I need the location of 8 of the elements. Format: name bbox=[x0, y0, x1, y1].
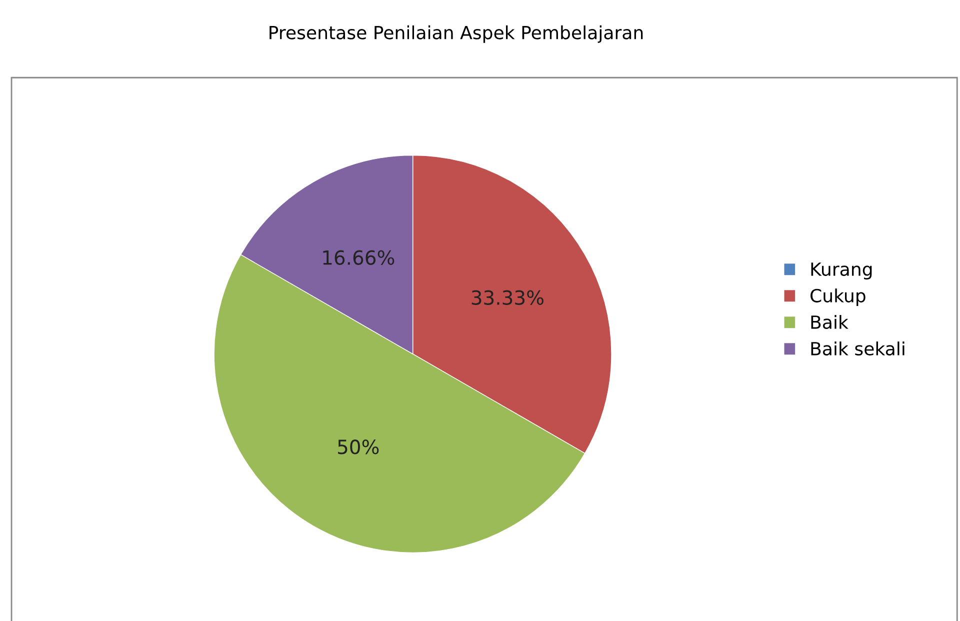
data-label: 33.33% bbox=[472, 290, 544, 305]
data-label: 50% bbox=[338, 440, 379, 454]
legend-label: Baik sekali bbox=[811, 342, 904, 356]
data-label: 16.66% bbox=[323, 250, 394, 265]
legend-label: Kurang bbox=[811, 262, 872, 280]
chart-title: Presentase Penilaian Aspek Pembelajaran bbox=[270, 25, 643, 43]
legend-label: Cukup bbox=[810, 288, 866, 306]
legend-label: Baik bbox=[811, 315, 848, 329]
